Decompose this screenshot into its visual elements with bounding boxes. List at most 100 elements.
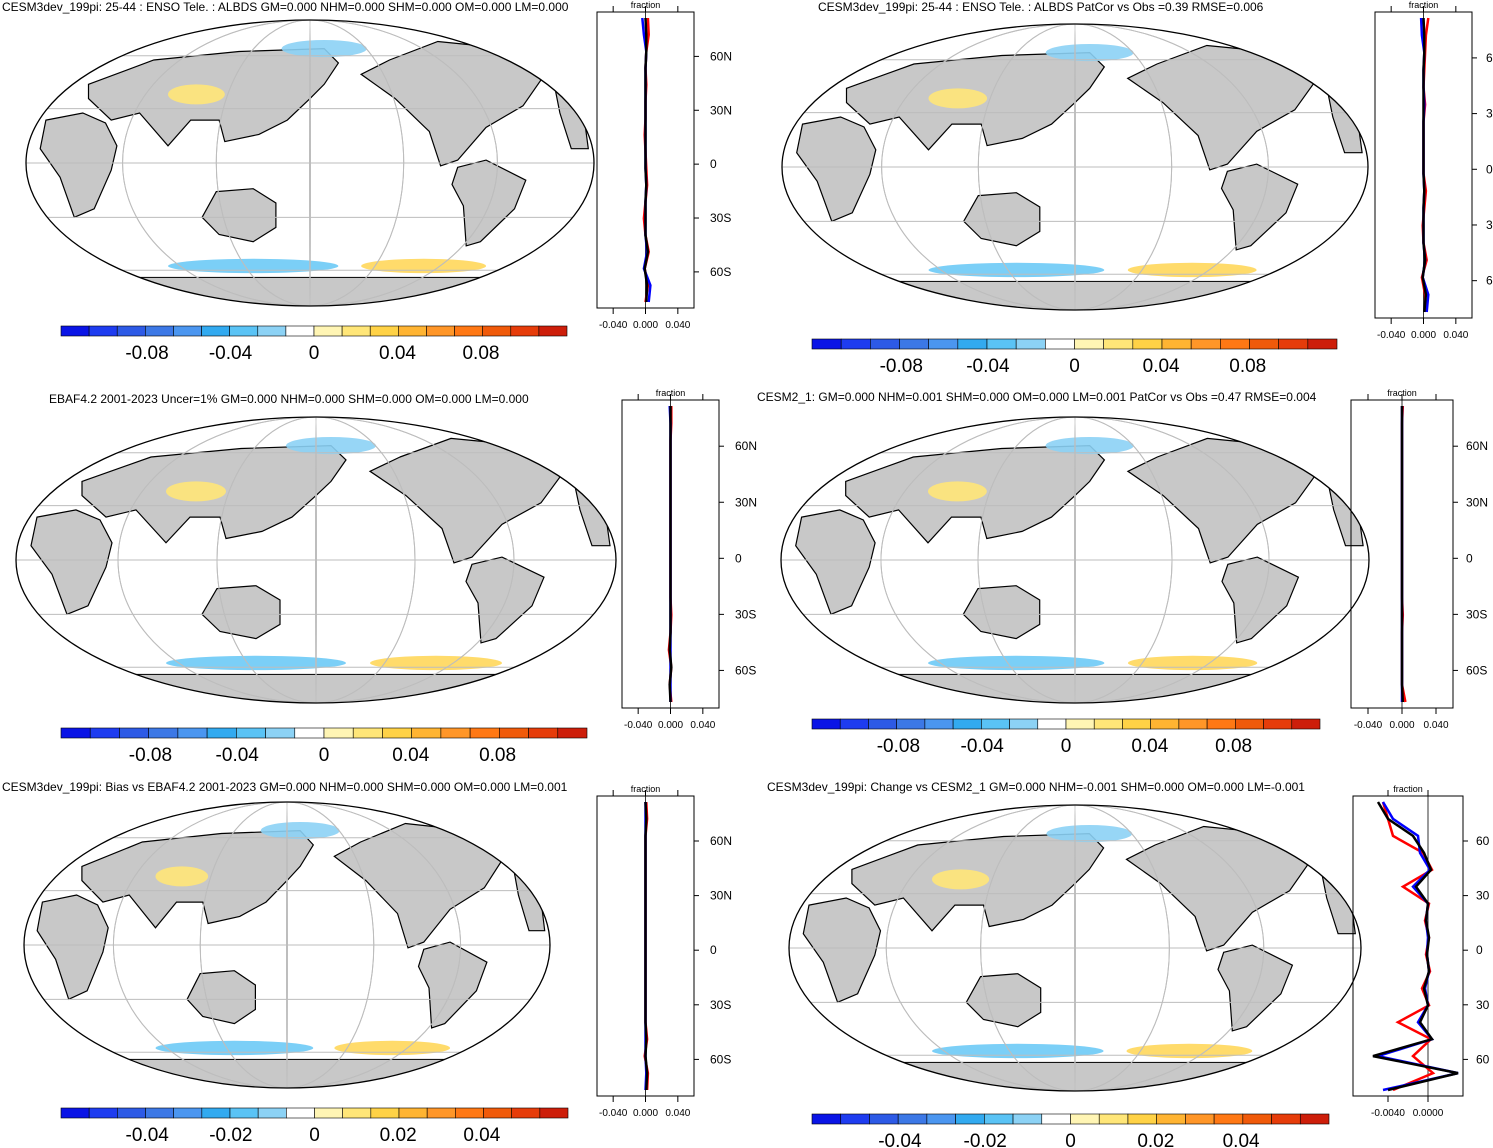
colorbar-label: 0.08 [1215,736,1252,757]
profile-xlabel: fraction [1409,0,1439,10]
continent [417,941,488,1029]
anomaly-patch [932,869,990,890]
lat-label: 6 [1486,274,1493,288]
colorbar-label: -0.08 [877,736,920,757]
colorbar-swatch [924,718,954,730]
colorbar-swatch [482,325,512,337]
profile-frame [1352,795,1464,1097]
colorbar-swatch [148,727,179,739]
continent [1217,944,1294,1032]
colorbar-swatch [455,1107,484,1119]
colorbar-swatch [1299,1113,1330,1125]
profile-series-obs [1400,406,1405,703]
lat-label: 60S [735,663,756,677]
colorbar-swatch [1122,718,1151,730]
colorbar-swatch [88,1107,118,1119]
panel-title-1: CESM3dev_199pi: 25-44 : ENSO Tele. : ALB… [2,0,569,14]
colorbar-swatch [897,1113,928,1125]
anomaly-patch [281,40,367,58]
colorbar-label: -0.02 [964,1131,1007,1148]
map-1 [26,20,594,306]
colorbar-swatch [177,727,208,739]
profile-xlabel: fraction [1393,784,1423,794]
colorbar-swatch [229,325,259,337]
colorbar-label: -0.04 [966,356,1010,377]
colorbar-swatch [528,727,559,739]
colorbar-swatch [1132,338,1163,350]
lat-label: 0 [710,157,717,171]
colorbar-swatch [1127,1113,1157,1125]
colorbar-swatch [811,338,842,350]
lat-label: 30 [1476,889,1490,903]
lat-label: 60 [1476,834,1490,848]
profile-tick-label: -0.040 [1354,720,1383,731]
colorbar-label: 0.04 [1223,1131,1260,1148]
lat-label: 30S [1466,607,1487,621]
lat-label: 30 [1476,998,1490,1012]
colorbar-swatch [173,325,202,337]
colorbar-swatch [60,1107,90,1119]
profile-series-obs [668,406,673,703]
colorbar-swatch [869,1113,899,1125]
colorbar-swatch [313,325,343,337]
colorbar-swatch [1098,1113,1129,1125]
profile-tick-label: 0.000 [633,320,658,331]
map-border [23,801,551,1089]
colorbar-swatch [201,325,230,337]
graticule-lon [199,802,375,1088]
colorbar-swatch [511,1107,541,1119]
graticule-lon [977,24,1173,310]
colorbar-swatch [1093,718,1123,730]
colorbar-swatch [1015,338,1046,350]
continent [962,585,1041,640]
continent [186,970,256,1025]
profile-xlabel: fraction [631,784,661,794]
colorbar-swatch [469,727,500,739]
colorbar-label: 0.08 [479,745,516,766]
graticule-lon [122,20,498,306]
profile-tick-label: 0.040 [1443,330,1468,341]
colorbar-swatch [1070,1113,1100,1125]
colorbar-swatch [984,1113,1014,1125]
colorbar-label: 0.04 [379,343,416,364]
profile-tick-label: -0.040 [599,320,628,331]
map-border [788,804,1362,1092]
colorbar-swatch [986,338,1017,350]
colorbar-label: -0.04 [878,1131,922,1148]
colorbar-label: 0.04 [463,1125,500,1146]
lat-label: 3 [1486,107,1493,121]
graticule-lon [977,417,1173,703]
colorbar-swatch [1156,1113,1186,1125]
colorbar-label: 0.08 [1229,356,1266,377]
colorbar-swatch [1291,718,1321,730]
colorbar-swatch [1150,718,1180,730]
panel-title-3: EBAF4.2 2001-2023 Uncer=1% GM=0.000 NHM=… [49,392,529,406]
map-border [781,23,1369,311]
lat-label: 0 [1476,943,1483,957]
colorbar-swatch [840,338,871,350]
profile-series-obs [1421,17,1428,313]
colorbar-swatch [955,1113,985,1125]
anomaly-band [1127,262,1257,278]
lat-label: 0 [710,943,717,957]
profile-tick-label: -0.0040 [1371,1108,1405,1119]
continent [1221,556,1300,644]
colorbar-label: 0.02 [380,1125,417,1146]
colorbar-swatch [952,718,982,730]
colorbar-label: 0 [1065,1131,1076,1148]
colorbar-swatch [370,1107,400,1119]
colorbar-swatch [398,325,427,337]
profile-tick-label: 0.000 [633,1108,658,1119]
anomaly-band [932,1043,1104,1059]
lat-label: 0 [1466,551,1473,565]
colorbar-swatch [483,1107,512,1119]
lat-label: 60S [710,265,731,279]
colorbar-swatch [840,1113,870,1125]
colorbar-swatch [1045,338,1075,350]
profile-tick-label: 0.040 [1423,720,1448,731]
anomaly-band [928,655,1105,671]
